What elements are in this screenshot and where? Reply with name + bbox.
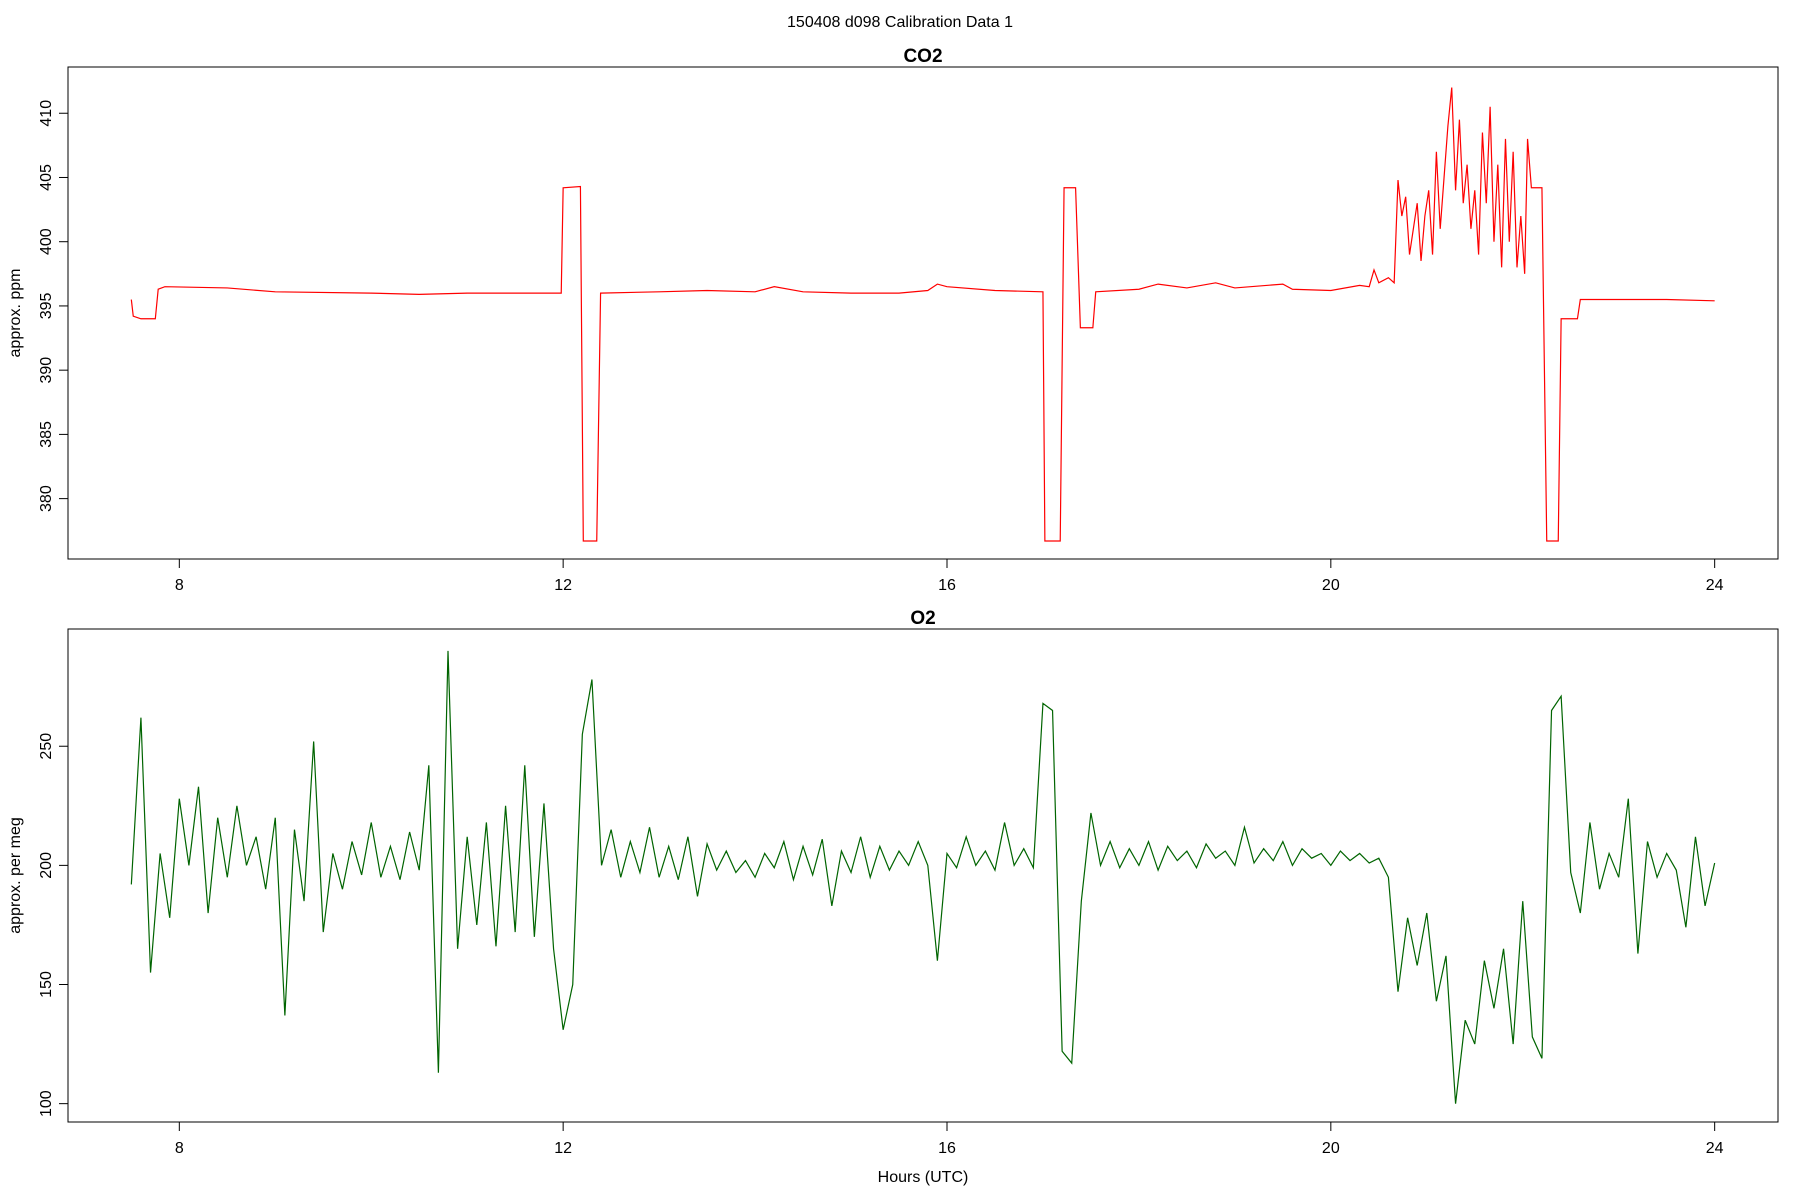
y-tick-label: 380 — [38, 485, 55, 512]
y-tick-label: 400 — [38, 228, 55, 255]
y-axis-label: approx. per meg — [7, 817, 24, 934]
x-tick-label: 20 — [1322, 1140, 1340, 1157]
x-tick-label: 20 — [1322, 577, 1340, 594]
x-tick-label: 24 — [1706, 1140, 1724, 1157]
x-tick-label: 24 — [1706, 577, 1724, 594]
y-tick-label: 100 — [38, 1090, 55, 1117]
y-tick-label: 385 — [38, 421, 55, 448]
plot-box — [67, 628, 1779, 1123]
chart-title: CO2 — [903, 46, 942, 67]
plot-box — [67, 66, 1779, 560]
y-tick-label: 390 — [38, 357, 55, 384]
y-tick-label: 395 — [38, 292, 55, 319]
chart-title: O2 — [910, 608, 935, 629]
figure-title: 150408 d098 Calibration Data 1 — [787, 14, 1013, 31]
data-line — [130, 87, 1715, 542]
y-tick-label: 200 — [38, 852, 55, 879]
x-tick-label: 16 — [938, 1140, 956, 1157]
x-tick-label: 12 — [554, 1140, 572, 1157]
x-tick-label: 8 — [175, 1140, 184, 1157]
data-line — [130, 650, 1716, 1104]
x-axis-label: Hours (UTC) — [878, 1169, 969, 1186]
x-tick-label: 16 — [938, 577, 956, 594]
y-tick-label: 410 — [38, 100, 55, 127]
x-tick-label: 12 — [554, 577, 572, 594]
y-tick-label: 250 — [38, 733, 55, 760]
y-tick-label: 405 — [38, 164, 55, 191]
x-tick-label: 8 — [175, 577, 184, 594]
y-axis-label: approx. ppm — [7, 269, 24, 358]
y-tick-label: 150 — [38, 971, 55, 998]
